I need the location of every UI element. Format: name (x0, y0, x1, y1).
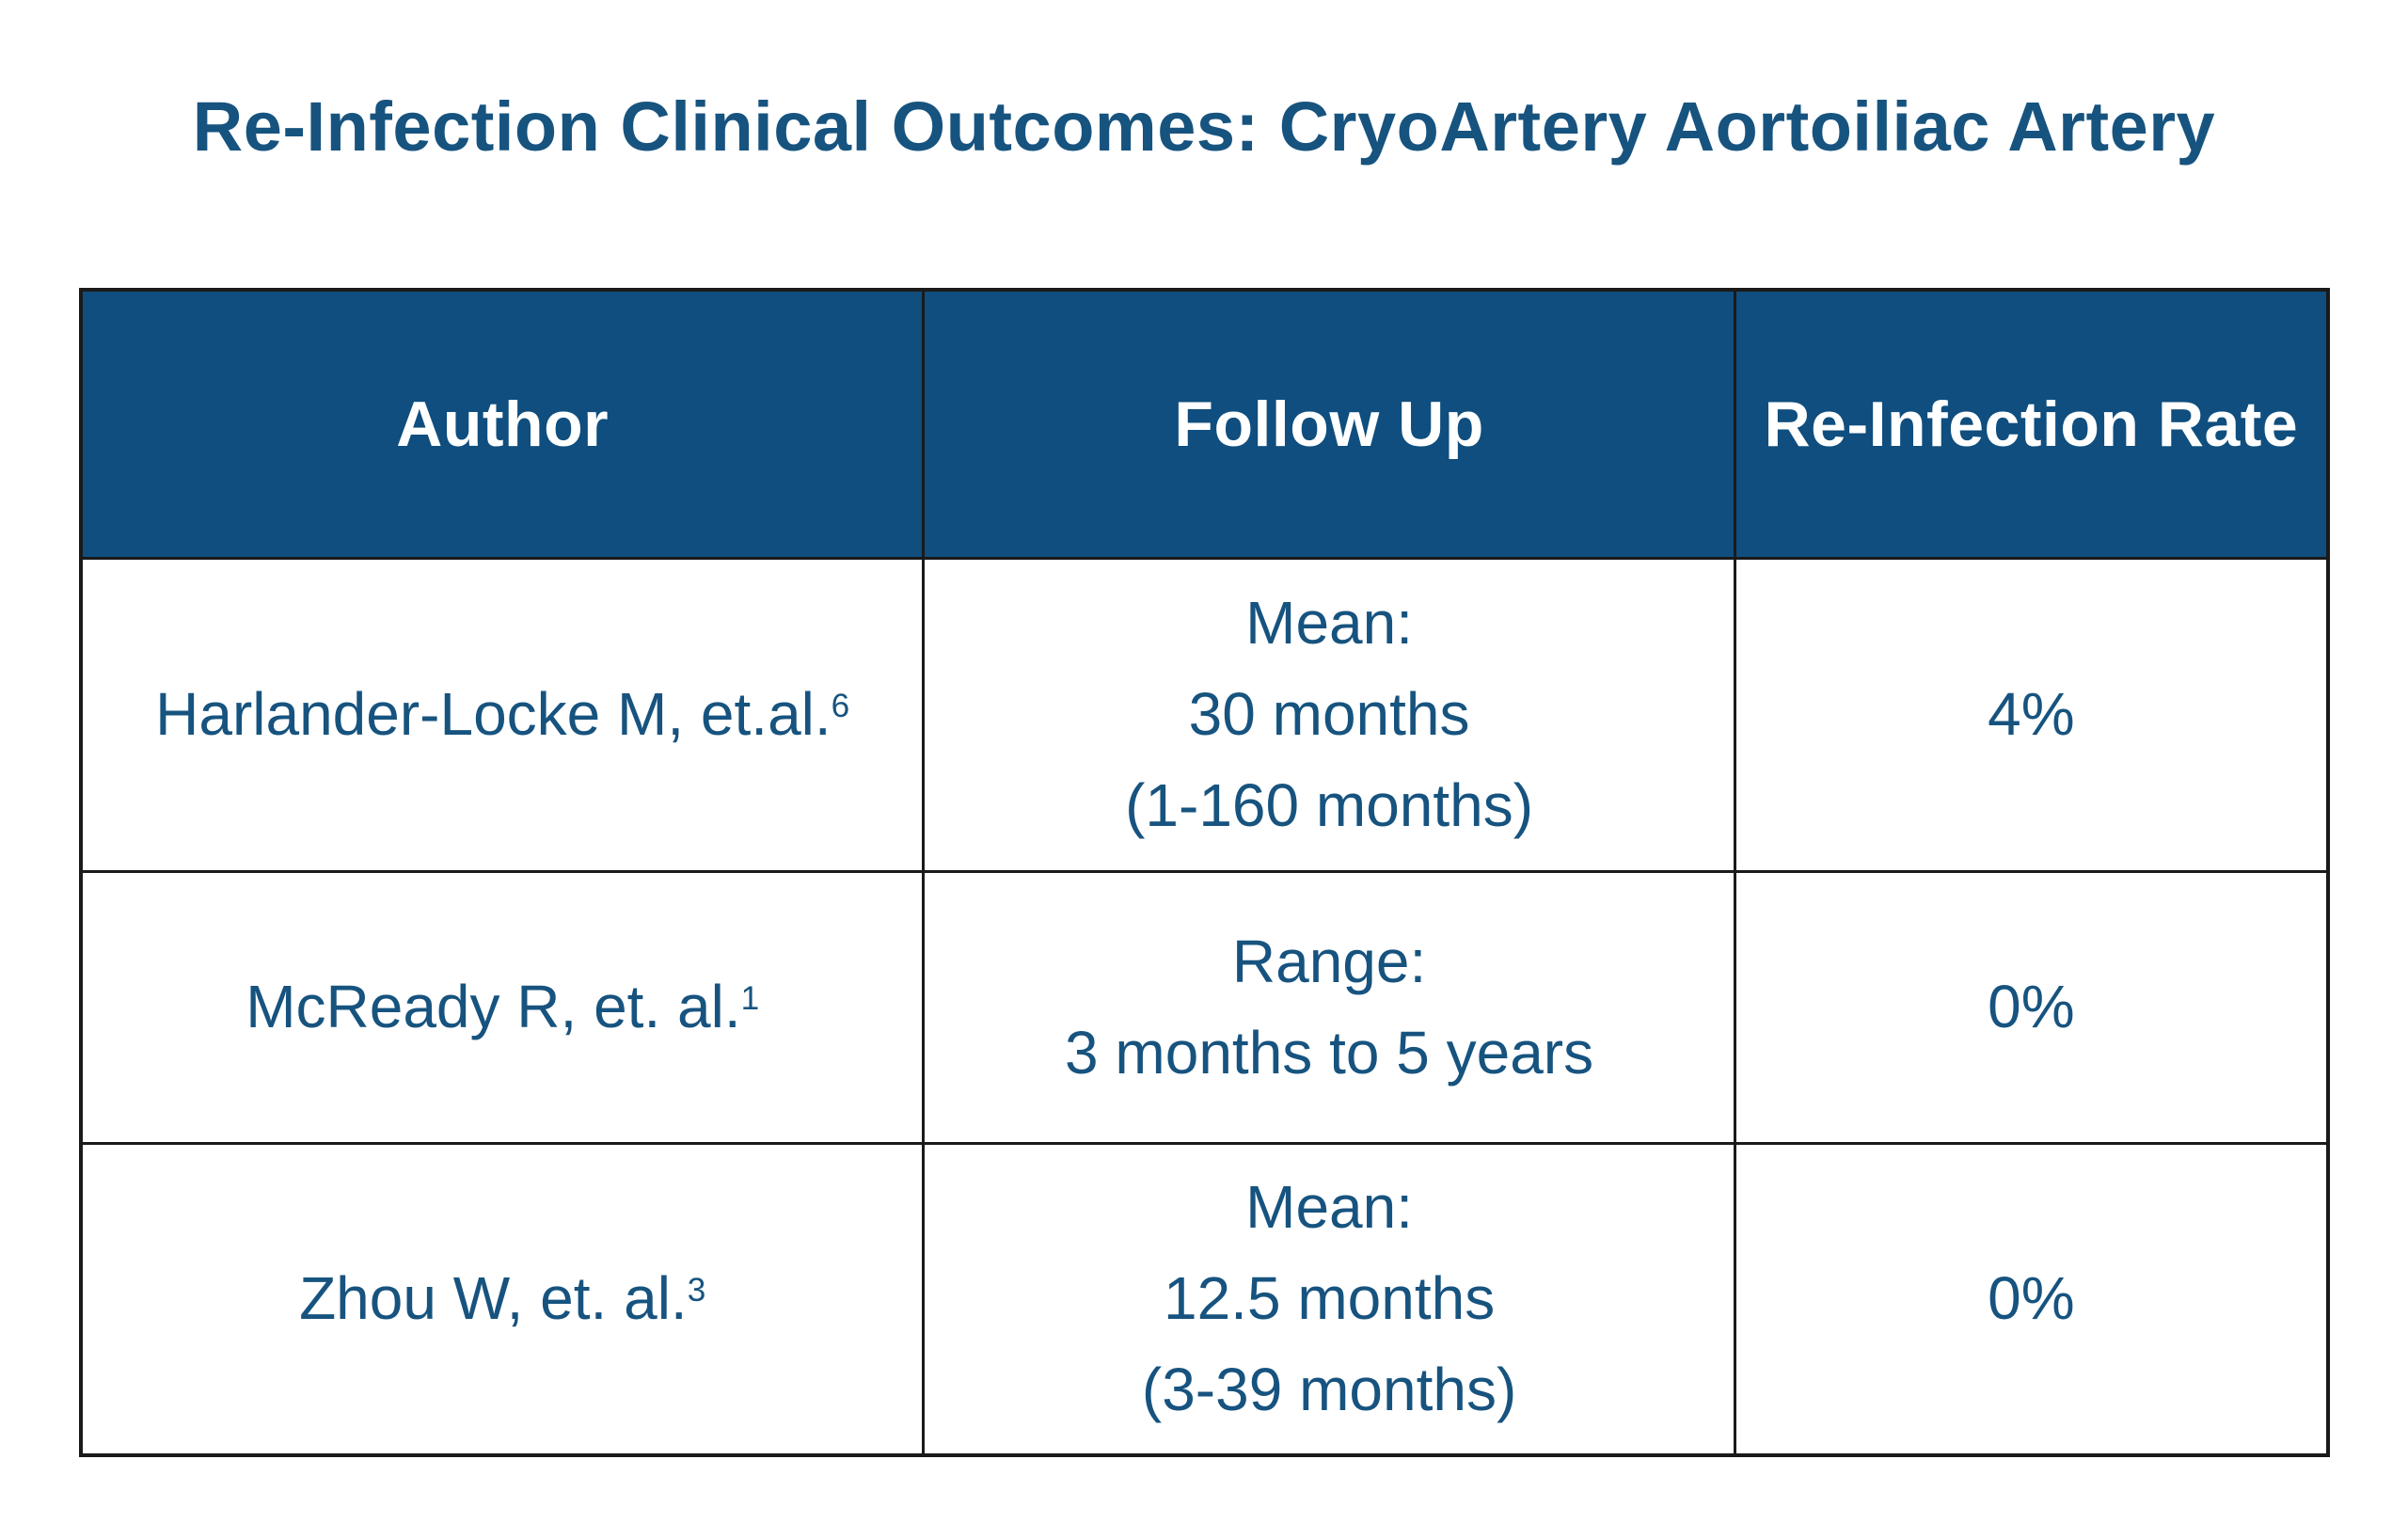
followup-line: (3-39 months) (1141, 1356, 1517, 1424)
followup-cell: Range: 3 months to 5 years (922, 869, 1736, 1145)
followup-line: Mean: (1245, 589, 1414, 657)
table-header-row: Author Follow Up Re-Infection Rate (79, 288, 2330, 560)
followup-line: Range: (1231, 927, 1427, 995)
followup-cell: Mean: 30 months (1-160 months) (922, 556, 1736, 873)
followup-line: 30 months (1188, 680, 1470, 748)
followup-line: 3 months to 5 years (1065, 1018, 1594, 1087)
table-row: Zhou W, et. al.3 Mean: 12.5 months (3-39… (79, 1141, 2330, 1457)
followup-line: Mean: (1245, 1173, 1414, 1242)
reference-superscript: 6 (831, 687, 850, 724)
reference-superscript: 3 (687, 1271, 706, 1309)
column-header-followup: Follow Up (922, 288, 1736, 560)
column-header-reinfection-rate: Re-Infection Rate (1733, 288, 2330, 560)
reinfection-rate-cell: 4% (1733, 556, 2330, 873)
table-row: McReady R, et. al.1 Range: 3 months to 5… (79, 869, 2330, 1145)
reinfection-rate-cell: 0% (1733, 869, 2330, 1145)
followup-line: 12.5 months (1163, 1264, 1496, 1333)
reinfection-rate-cell: 0% (1733, 1141, 2330, 1457)
author-name: Harlander-Locke M, et.al. (155, 680, 832, 748)
followup-line: (1-160 months) (1125, 771, 1534, 839)
reference-superscript: 1 (740, 979, 760, 1017)
page-title: Re-Infection Clinical Outcomes: CryoArte… (192, 87, 2216, 166)
column-header-author: Author (79, 288, 926, 560)
author-cell: McReady R, et. al.1 (79, 869, 926, 1145)
author-cell: Harlander-Locke M, et.al.6 (79, 556, 926, 873)
outcomes-table: Author Follow Up Re-Infection Rate Harla… (79, 288, 2330, 1457)
followup-cell: Mean: 12.5 months (3-39 months) (922, 1141, 1736, 1457)
table-row: Harlander-Locke M, et.al.6 Mean: 30 mont… (79, 556, 2330, 873)
author-name: McReady R, et. al. (246, 973, 741, 1040)
author-name: Zhou W, et. al. (299, 1264, 688, 1333)
author-cell: Zhou W, et. al.3 (79, 1141, 926, 1457)
